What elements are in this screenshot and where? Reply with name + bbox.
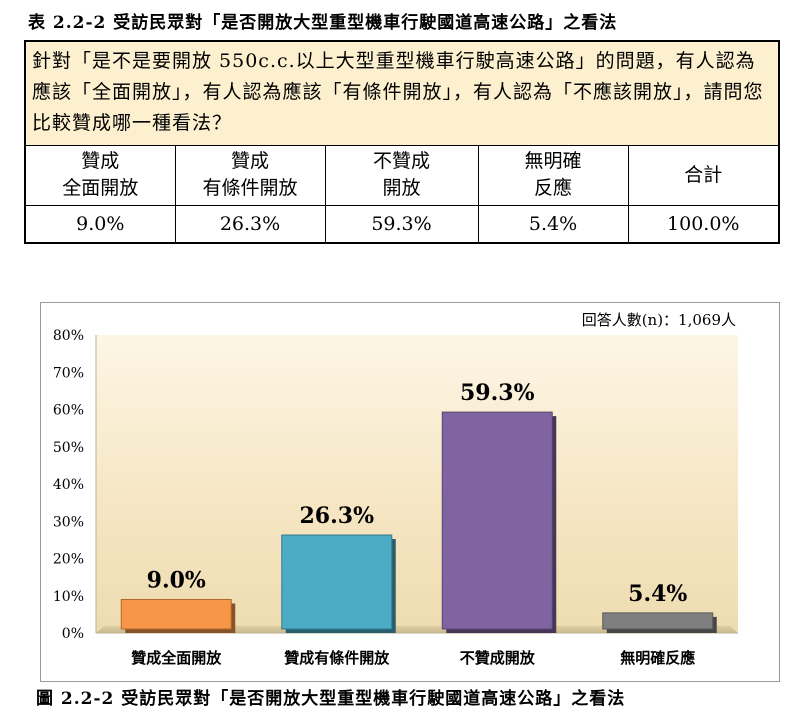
header-line: 全面開放 xyxy=(62,177,139,199)
header-line: 有條件開放 xyxy=(202,177,298,199)
question-text: 針對「是不是要開放 550c.c.以上大型重型機車行駛高速公路」的問題，有人認為… xyxy=(23,40,781,146)
y-tick-label: 40% xyxy=(53,477,84,493)
value-cell: 26.3% xyxy=(174,204,326,244)
header-line: 無明確 xyxy=(524,150,582,172)
bar-chart: 0% 10% 20% 30% 40% 50% 60% 70% 80% 9.0% 贊成全面開放 26.3… xyxy=(40,302,780,682)
data-label: 59.3% xyxy=(460,380,535,406)
sample-size-annotation: 回答人數(n)：1,069人 xyxy=(582,311,736,329)
x-category-label: 不贊成開放 xyxy=(460,649,536,667)
bar xyxy=(120,598,232,630)
value-cell: 59.3% xyxy=(324,204,479,244)
y-tick-label: 70% xyxy=(53,365,84,381)
x-category-label: 無明確反應 xyxy=(620,649,695,667)
plot-area xyxy=(96,335,738,633)
plot-floor xyxy=(96,626,738,633)
header-line: 贊成 xyxy=(81,150,120,172)
bar-chart-svg: 0% 10% 20% 30% 40% 50% 60% 70% 80% 9.0% 贊成全面開放 26.3… xyxy=(53,311,738,667)
x-category-label: 贊成全面開放 xyxy=(131,649,222,667)
figure-title: 圖 2.2-2 受訪民眾對「是否開放大型重型機車行駛國道高速公路」之看法 xyxy=(36,689,626,709)
header-line: 反應 xyxy=(533,177,572,199)
bar xyxy=(441,411,553,630)
header-cell-conditional-open: 贊成 有條件開放 xyxy=(174,144,326,206)
header-cell-no-response: 無明確 反應 xyxy=(477,144,629,206)
bar xyxy=(281,534,393,630)
x-category-label: 贊成有條件開放 xyxy=(284,649,390,667)
y-tick-label: 20% xyxy=(53,552,84,568)
header-cell-not-open: 不贊成 開放 xyxy=(324,144,479,206)
y-tick-label: 50% xyxy=(53,440,84,456)
data-label: 5.4% xyxy=(628,581,687,607)
y-tick-label: 10% xyxy=(53,589,84,605)
y-tick-label: 0% xyxy=(62,626,84,642)
value-cell: 9.0% xyxy=(24,204,176,244)
table-title: 表 2.2-2 受訪民眾對「是否開放大型重型機車行駛國道高速公路」之看法 xyxy=(28,13,618,33)
header-cell-full-open: 贊成 全面開放 xyxy=(24,144,176,206)
data-label: 9.0% xyxy=(147,567,206,593)
value-cell: 5.4% xyxy=(477,204,629,244)
y-tick-label: 60% xyxy=(53,403,84,419)
header-line: 贊成 xyxy=(230,150,269,172)
header-line: 開放 xyxy=(382,177,421,199)
y-tick-label: 80% xyxy=(53,328,84,344)
y-tick-label: 30% xyxy=(53,514,84,530)
value-cell-total: 100.0% xyxy=(627,204,781,244)
data-label: 26.3% xyxy=(300,503,375,529)
survey-table: 針對「是不是要開放 550c.c.以上大型重型機車行駛高速公路」的問題，有人認為… xyxy=(23,40,781,244)
bar xyxy=(602,612,714,630)
header-line: 不贊成 xyxy=(372,150,430,172)
header-cell-total: 合計 xyxy=(627,144,781,206)
